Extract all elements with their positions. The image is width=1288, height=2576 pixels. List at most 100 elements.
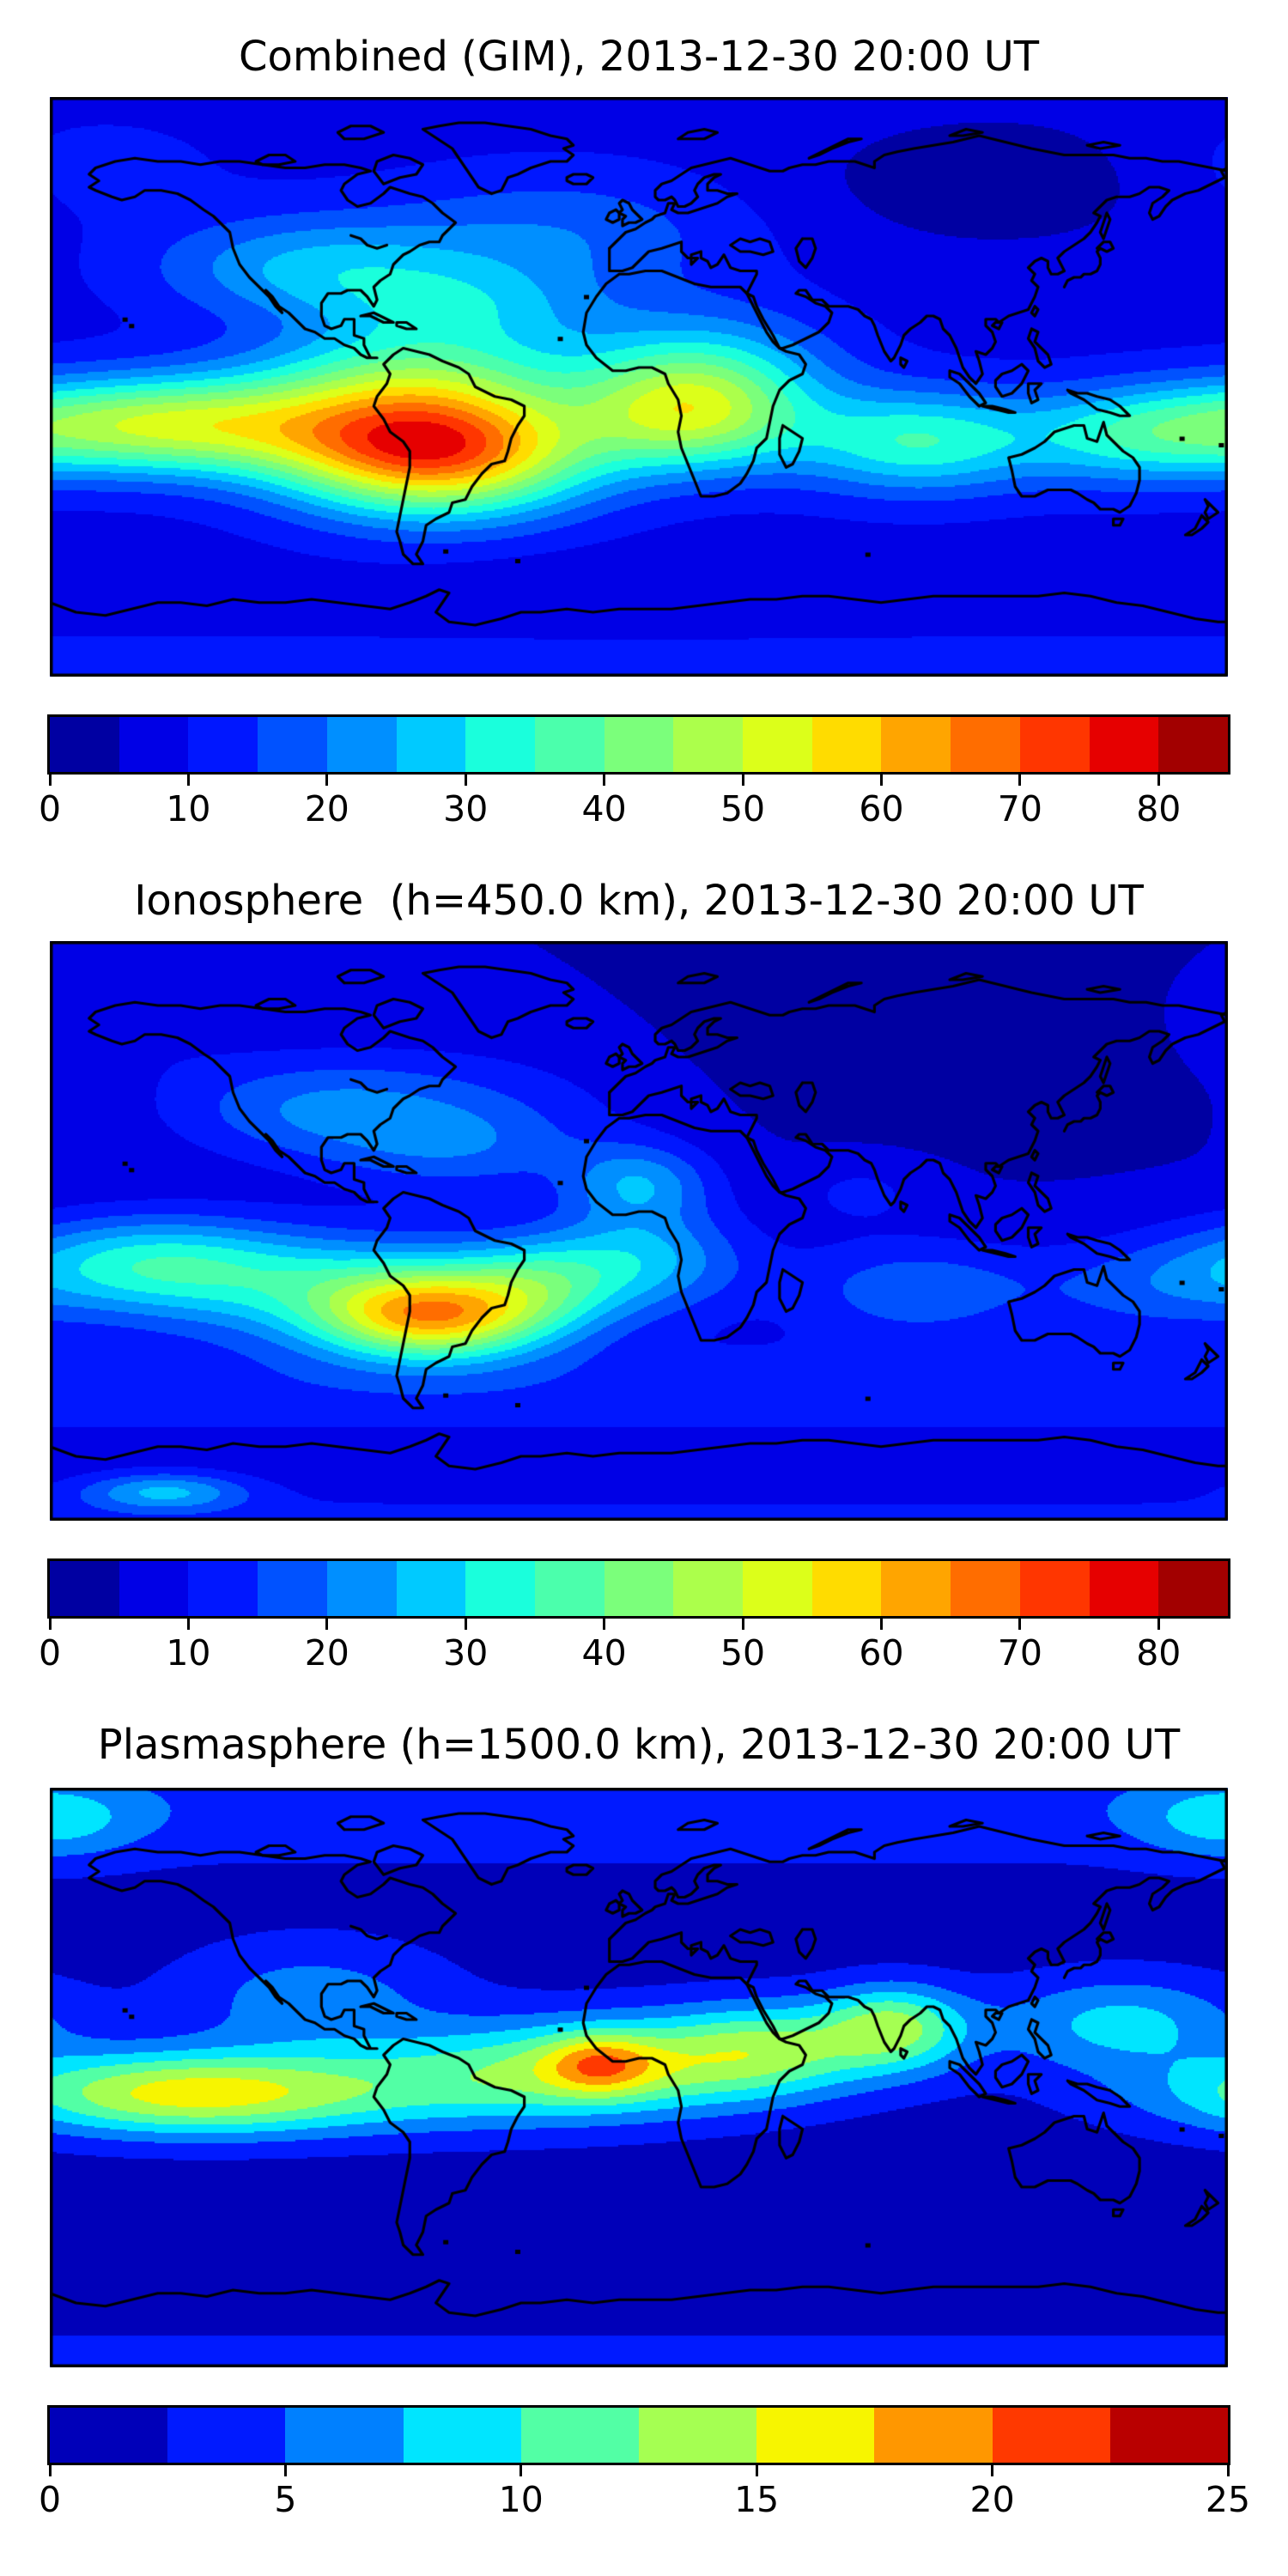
- colorbar-tick: [603, 775, 606, 786]
- colorbar-tick-label: 20: [304, 1632, 349, 1674]
- colorbar-tick: [1226, 2465, 1230, 2476]
- colorbar-tick: [879, 775, 883, 786]
- colorbar-segment: [673, 1561, 744, 1616]
- colorbar-tick: [1018, 1619, 1022, 1630]
- colorbar-segment: [534, 1561, 605, 1616]
- colorbar-segment: [1089, 717, 1159, 772]
- world-contour-map: [50, 941, 1228, 1521]
- colorbar-segment: [881, 1561, 951, 1616]
- colorbar-tick-label: 0: [38, 788, 62, 829]
- colorbar-segment: [1019, 1561, 1090, 1616]
- colorbar-tick-label: 30: [443, 788, 489, 829]
- colorbar-tick-label: 5: [274, 2479, 297, 2520]
- colorbar-segment: [1158, 1561, 1228, 1616]
- colorbar-tick: [48, 2465, 52, 2476]
- colorbar-segment: [326, 717, 397, 772]
- colorbar-segment: [50, 717, 119, 772]
- colorbar-segment: [604, 717, 674, 772]
- colorbar-tick-label: 15: [734, 2479, 780, 2520]
- colorbar-tick: [1018, 775, 1022, 786]
- colorbar-tick-label: 40: [581, 1632, 627, 1674]
- colorbar-ticks: [48, 2465, 1230, 2477]
- colorbar-segment: [992, 2408, 1110, 2463]
- colorbar-segment: [118, 717, 189, 772]
- colorbar-tick: [755, 2465, 758, 2476]
- world-contour-map: [50, 97, 1228, 677]
- colorbar-tick: [186, 1619, 190, 1630]
- colorbar-tick-label: 40: [581, 788, 627, 829]
- colorbar-tick-labels: 0 10 20 30 40 50 60 70 80: [39, 1632, 1228, 1675]
- colorbar-segment: [118, 1561, 189, 1616]
- colorbar-tick: [464, 775, 467, 786]
- colorbar-segment: [465, 717, 535, 772]
- colorbar-tick: [48, 1619, 52, 1630]
- colorbar-tick: [741, 1619, 744, 1630]
- colorbar-tick-label: 60: [859, 788, 904, 829]
- colorbar-segment: [520, 2408, 640, 2463]
- colorbar-segment: [881, 717, 951, 772]
- colorbar-tick-label: 50: [720, 788, 766, 829]
- colorbar-tick: [48, 775, 52, 786]
- colorbar-segment: [258, 1561, 327, 1616]
- colorbar-segment: [811, 1561, 882, 1616]
- colorbar-tick-label: 70: [997, 788, 1042, 829]
- colorbar-tick-label: 10: [498, 2479, 544, 2520]
- colorbar-ticks: [48, 1619, 1228, 1631]
- colorbar-tick-label: 50: [720, 1632, 766, 1674]
- colorbar-tick-label: 0: [38, 1632, 62, 1674]
- colorbar-segment: [396, 1561, 466, 1616]
- colorbar-tick-label: 80: [1136, 1632, 1182, 1674]
- colorbar-segment: [403, 2408, 521, 2463]
- colorbar-segment: [743, 717, 812, 772]
- colorbar-tick-label: 20: [304, 788, 349, 829]
- colorbar-segment: [167, 2408, 286, 2463]
- colorbar: [47, 2405, 1230, 2465]
- colorbar-segment: [534, 717, 605, 772]
- colorbar-segment: [604, 1561, 674, 1616]
- world-contour-map: [50, 1788, 1228, 2367]
- colorbar-segment: [1019, 717, 1090, 772]
- panel-title: Plasmasphere (h=1500.0 km), 2013-12-30 2…: [97, 1721, 1181, 1769]
- colorbar: [47, 1558, 1230, 1619]
- colorbar-segment: [188, 1561, 258, 1616]
- colorbar-tick: [879, 1619, 883, 1630]
- colorbar-segment: [326, 1561, 397, 1616]
- colorbar-ticks: [48, 775, 1228, 787]
- contour-map-canvas: [50, 941, 1228, 1521]
- colorbar-tick-label: 80: [1136, 788, 1182, 829]
- colorbar-segment: [285, 2408, 404, 2463]
- colorbar: [47, 714, 1230, 775]
- colorbar-tick: [519, 2465, 523, 2476]
- colorbar-segment: [1109, 2408, 1229, 2463]
- colorbar-tick-label: 10: [166, 788, 211, 829]
- colorbar-tick-labels: 0 10 20 30 40 50 60 70 80: [39, 788, 1228, 831]
- colorbar-segment: [465, 1561, 535, 1616]
- colorbar-segment: [639, 2408, 757, 2463]
- colorbar-tick-label: 60: [859, 1632, 904, 1674]
- colorbar-segment: [1158, 717, 1228, 772]
- contour-map-canvas: [50, 97, 1228, 677]
- colorbar-segment: [673, 717, 744, 772]
- colorbar-tick: [991, 2465, 994, 2476]
- colorbar-tick: [603, 1619, 606, 1630]
- colorbar-segment: [951, 717, 1020, 772]
- colorbar-segment: [396, 717, 466, 772]
- contour-map-canvas: [50, 1788, 1228, 2367]
- colorbar-tick: [186, 775, 190, 786]
- colorbar-segment: [50, 1561, 119, 1616]
- colorbar-tick: [464, 1619, 467, 1630]
- colorbar-segment: [50, 2408, 168, 2463]
- colorbar-tick-label: 20: [969, 2479, 1015, 2520]
- colorbar-tick: [325, 775, 329, 786]
- colorbar-segment: [258, 717, 327, 772]
- colorbar-tick-label: 30: [443, 1632, 489, 1674]
- panel-title: Ionosphere (h=450.0 km), 2013-12-30 20:0…: [134, 877, 1144, 925]
- colorbar-tick: [325, 1619, 329, 1630]
- colorbar-tick-labels: 0 5 10 15 20 25: [39, 2479, 1250, 2522]
- colorbar-segment: [743, 1561, 812, 1616]
- colorbar-tick-label: 70: [997, 1632, 1042, 1674]
- colorbar-tick: [1157, 1619, 1160, 1630]
- colorbar-segment: [1089, 1561, 1159, 1616]
- colorbar-tick-label: 25: [1205, 2479, 1251, 2520]
